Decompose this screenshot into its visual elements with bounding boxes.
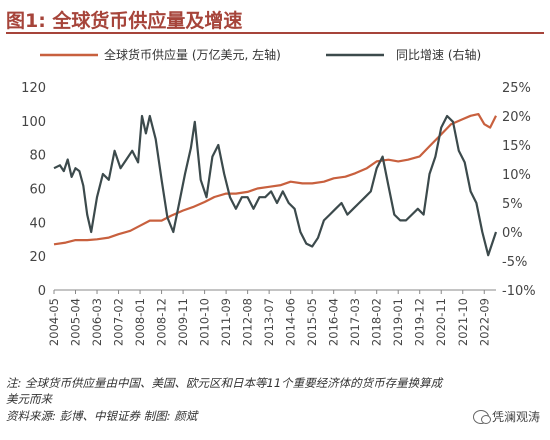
legend-label-growth: 同比增速 (右轴) bbox=[396, 47, 481, 62]
x-tick-label: 2012-08 bbox=[241, 298, 255, 346]
x-tick-label: 2009-11 bbox=[176, 298, 190, 346]
right-tick-label: 15% bbox=[502, 139, 531, 154]
left-tick-label: 40 bbox=[29, 216, 46, 231]
series-line-growth bbox=[53, 114, 498, 257]
wechat-icon bbox=[472, 409, 491, 424]
right-tick-label: 25% bbox=[502, 81, 531, 96]
legend: 全球货币供应量 (万亿美元, 左轴) 同比增速 (右轴) bbox=[40, 47, 481, 62]
x-tick-label: 2015-05 bbox=[305, 298, 319, 346]
watermark-text: 凭澜观涛 bbox=[491, 410, 540, 424]
x-tick-label: 2005-04 bbox=[69, 298, 83, 346]
footnote-line-1: 注: 全球货币供应量由中国、美国、欧元区和日本等11个重要经济体的货币存量换算成 bbox=[6, 376, 443, 390]
x-tick-label: 2022-09 bbox=[477, 298, 491, 346]
left-tick-label: 120 bbox=[21, 81, 46, 96]
left-tick-label: 80 bbox=[29, 149, 46, 164]
x-tick-label: 2020-11 bbox=[434, 298, 448, 346]
x-tick-label: 2019-12 bbox=[413, 298, 427, 346]
x-tick-label: 2016-04 bbox=[327, 298, 341, 346]
right-tick-label: 10% bbox=[502, 168, 531, 183]
x-tick-label: 2007-02 bbox=[112, 298, 126, 346]
x-tick-label: 2010-10 bbox=[198, 298, 212, 346]
page-title: 图1: 全球货币供应量及增速 bbox=[6, 10, 243, 32]
right-tick-label: -5% bbox=[502, 255, 527, 270]
x-tick-label: 2021-10 bbox=[456, 298, 470, 346]
plot-area bbox=[53, 112, 498, 257]
left-tick-label: 0 bbox=[38, 284, 46, 299]
left-tick-label: 100 bbox=[21, 115, 46, 130]
source-line: 资料来源: 彭博、中银证券 制图: 颜斌 bbox=[6, 409, 198, 423]
x-tick-label: 2013-07 bbox=[262, 298, 276, 346]
watermark: 凭澜观涛 bbox=[472, 408, 540, 425]
legend-label-supply: 全球货币供应量 (万亿美元, 左轴) bbox=[104, 47, 281, 62]
x-tick-label: 2008-12 bbox=[155, 298, 169, 346]
right-tick-label: -10% bbox=[502, 284, 536, 299]
x-tick-label: 2019-01 bbox=[391, 298, 405, 346]
right-tick-label: 0% bbox=[502, 226, 523, 241]
right-tick-label: 5% bbox=[502, 197, 523, 212]
left-tick-label: 20 bbox=[29, 250, 46, 265]
chart: 全球货币供应量 (万亿美元, 左轴) 同比增速 (右轴) 0 20 40 60 80 10… bbox=[21, 47, 536, 346]
right-axis: -10% -5% 0% 5% 10% 15% 20% 25% bbox=[502, 81, 536, 299]
x-axis: 2004-05 2005-04 2006-03 2007-02 2008-01 2008-… bbox=[47, 289, 496, 346]
x-tick-label: 2014-06 bbox=[284, 298, 298, 346]
title-bar: 图1: 全球货币供应量及增速 bbox=[6, 4, 544, 34]
x-tick-label: 2006-03 bbox=[90, 298, 104, 346]
x-tick-label: 2017-03 bbox=[348, 298, 362, 346]
footnote-line-2: 美元而来 bbox=[6, 392, 52, 406]
left-axis: 0 20 40 60 80 100 120 bbox=[21, 81, 46, 299]
left-tick-label: 60 bbox=[29, 183, 46, 198]
right-tick-label: 20% bbox=[502, 110, 531, 125]
x-tick-label: 2008-01 bbox=[133, 298, 147, 346]
x-tick-label: 2011-09 bbox=[219, 298, 233, 346]
x-tick-label: 2018-02 bbox=[370, 298, 384, 346]
x-tick-label: 2004-05 bbox=[47, 298, 61, 346]
